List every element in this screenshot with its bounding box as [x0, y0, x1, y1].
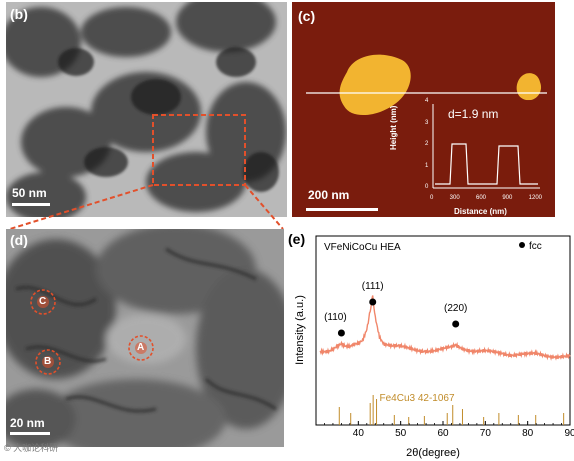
scale-bar	[12, 203, 50, 206]
peak-marker-2	[452, 320, 460, 328]
chart-title: VFeNiCoCu HEA	[324, 242, 401, 253]
region-markers	[30, 289, 154, 375]
plot-frame	[315, 235, 571, 426]
panel-d: (d) C B A 20 nm	[6, 229, 284, 447]
watermark: © 大咖论科研	[4, 443, 59, 453]
marker-c-label: C	[39, 296, 47, 307]
legend-label: fcc	[529, 241, 542, 252]
peak-label-1: (111)	[362, 281, 384, 292]
panel-tag: (b)	[10, 6, 28, 22]
inset-xticks: 0 300 600 900 1200	[430, 195, 542, 201]
panel-tag: (d)	[10, 232, 28, 248]
x-tick-label: 60	[437, 428, 449, 439]
peak-marker-1	[369, 298, 377, 306]
panel-d-image	[6, 229, 284, 447]
scale-label: 200 nm	[308, 188, 350, 202]
inset-ylabel: Height (nm)	[389, 105, 398, 150]
marker-a-label: A	[137, 342, 145, 353]
panel-tag: (e)	[288, 231, 306, 247]
thickness-annotation: d=1.9 nm	[448, 107, 499, 121]
reference-label: Fe4Cu3 42-1067	[380, 393, 455, 404]
peak-label-2: (220)	[444, 303, 467, 314]
scale-label: 20 nm	[10, 416, 45, 430]
x-tick-label: 40	[353, 428, 365, 439]
xrd-chart: VFeNiCoCu HEA fcc 2θ(degree) Intensity (…	[294, 235, 574, 459]
afm-flake-large	[339, 54, 411, 116]
xrd-series-line	[319, 295, 571, 361]
x-tick-label: 70	[480, 428, 492, 439]
y-axis-label: Intensity (a.u.)	[294, 295, 306, 365]
panel-c-image	[292, 2, 555, 217]
peak-marker-0	[337, 329, 345, 337]
height-profile-inset	[420, 100, 548, 190]
panel-c: (c) d=1.9 nm Height (nm) Distance (nm) 0…	[292, 2, 555, 217]
x-tick-label: 90	[564, 428, 574, 439]
inset-xlabel: Distance (nm)	[454, 207, 507, 216]
x-tick-label: 50	[395, 428, 407, 439]
scale-bar	[306, 208, 378, 211]
scale-label: 50 nm	[12, 186, 47, 200]
panel-e: (e) VFeNiCoCu HEA fcc 2θ(degree) Intensi…	[288, 229, 574, 461]
panel-tag: (c)	[298, 8, 316, 24]
scale-bar	[10, 432, 50, 435]
peak-label-0: (110)	[324, 312, 347, 323]
legend-marker	[519, 242, 525, 248]
marker-b-label: B	[44, 356, 52, 367]
x-axis-label: 2θ(degree)	[406, 447, 460, 459]
panel-b-image	[6, 2, 287, 217]
panel-b: (b) 50 nm	[6, 2, 287, 217]
zoom-region-box	[152, 114, 246, 186]
x-tick-label: 80	[522, 428, 534, 439]
